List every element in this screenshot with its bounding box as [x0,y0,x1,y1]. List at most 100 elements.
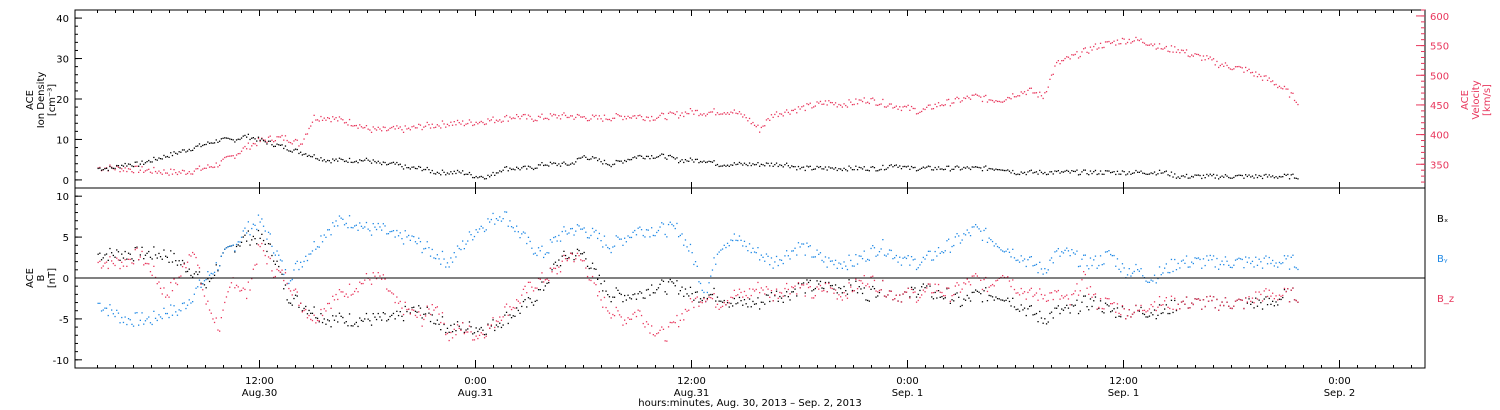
by-point [252,223,254,225]
bz-point [1037,299,1039,301]
density-point [477,177,479,179]
bx-point [381,319,383,321]
density-point [1248,174,1250,176]
density-point [1258,174,1260,177]
by-point [102,309,104,311]
density-point [624,159,626,162]
bz-point [666,340,668,342]
by-point [342,218,344,220]
by-point [775,255,778,258]
bz-point [769,296,771,298]
density-point [1131,172,1134,174]
by-point [740,239,742,241]
bx-point [181,259,184,262]
velocity-point [246,148,248,150]
by-point [433,257,435,259]
bz-point [1219,304,1221,307]
by-point [956,233,958,235]
bx-point [566,258,568,260]
bx-point [747,306,749,308]
density-point [651,155,653,157]
by-point [796,254,798,256]
bz-point [634,311,636,314]
bz-point [235,284,238,286]
by-point [144,320,147,322]
bx-point [333,319,336,321]
bz-point [1164,300,1166,302]
bz-point [111,260,113,262]
by-point [352,227,354,229]
density-point [755,163,757,166]
velocity-point [865,102,867,104]
bz-point [556,273,558,275]
by-point [289,280,292,282]
velocity-point [976,94,978,96]
bx-point [350,325,352,327]
by-point [1084,254,1086,256]
bz-point [364,279,366,281]
bx-point [914,287,916,289]
bx-point [175,260,177,262]
velocity-point [927,104,930,106]
by-point [706,291,708,294]
bz-point [372,272,374,274]
bx-point [539,289,541,291]
density-point [608,164,611,166]
velocity-point [342,119,344,121]
by-point [1209,254,1211,257]
by-point [1069,255,1071,257]
bx-point [806,279,808,281]
by-point [377,222,379,225]
by-point [1034,264,1036,266]
velocity-point [620,115,622,117]
bz-point [593,282,595,284]
by-point [1130,275,1132,277]
bz-point [701,302,703,304]
bz-point [1083,271,1085,273]
density-point [630,158,633,161]
density-point [276,143,278,145]
density-point [419,166,422,168]
bz-point [529,281,531,283]
velocity-point [1142,41,1144,44]
by-point [686,246,688,248]
by-point [1268,256,1270,259]
bz-point [806,283,808,285]
bx-point [1152,314,1154,316]
by-point [345,222,347,225]
bx-point [995,296,997,298]
velocity-point [534,119,536,121]
bz-point [348,283,351,285]
by-point [647,229,649,231]
bz-point [1246,301,1248,303]
by-point [367,228,369,230]
velocity-point [99,166,101,169]
velocity-point [315,119,317,121]
velocity-point [995,100,997,102]
density-point [429,172,432,174]
bx-point [998,298,1000,300]
bz-point [689,298,692,300]
by-point [1083,254,1085,256]
bz-point [1040,293,1043,296]
density-point [818,166,820,169]
by-point [669,221,671,223]
bx-point [1162,312,1164,314]
density-point [416,168,418,170]
density-point [748,162,751,164]
density-point [274,145,276,147]
velocity-point [944,104,946,106]
density-point [350,161,352,163]
density-point [710,161,712,163]
bz-point [203,295,206,297]
density-point [154,158,157,161]
density-point [1219,176,1221,178]
bx-point [396,310,398,312]
velocity-point [310,125,312,127]
bx-point [588,267,590,270]
bx-point [521,305,523,308]
bz-point [652,334,654,336]
bz-point [264,254,266,257]
density-point [554,162,557,164]
velocity-point [448,125,450,127]
